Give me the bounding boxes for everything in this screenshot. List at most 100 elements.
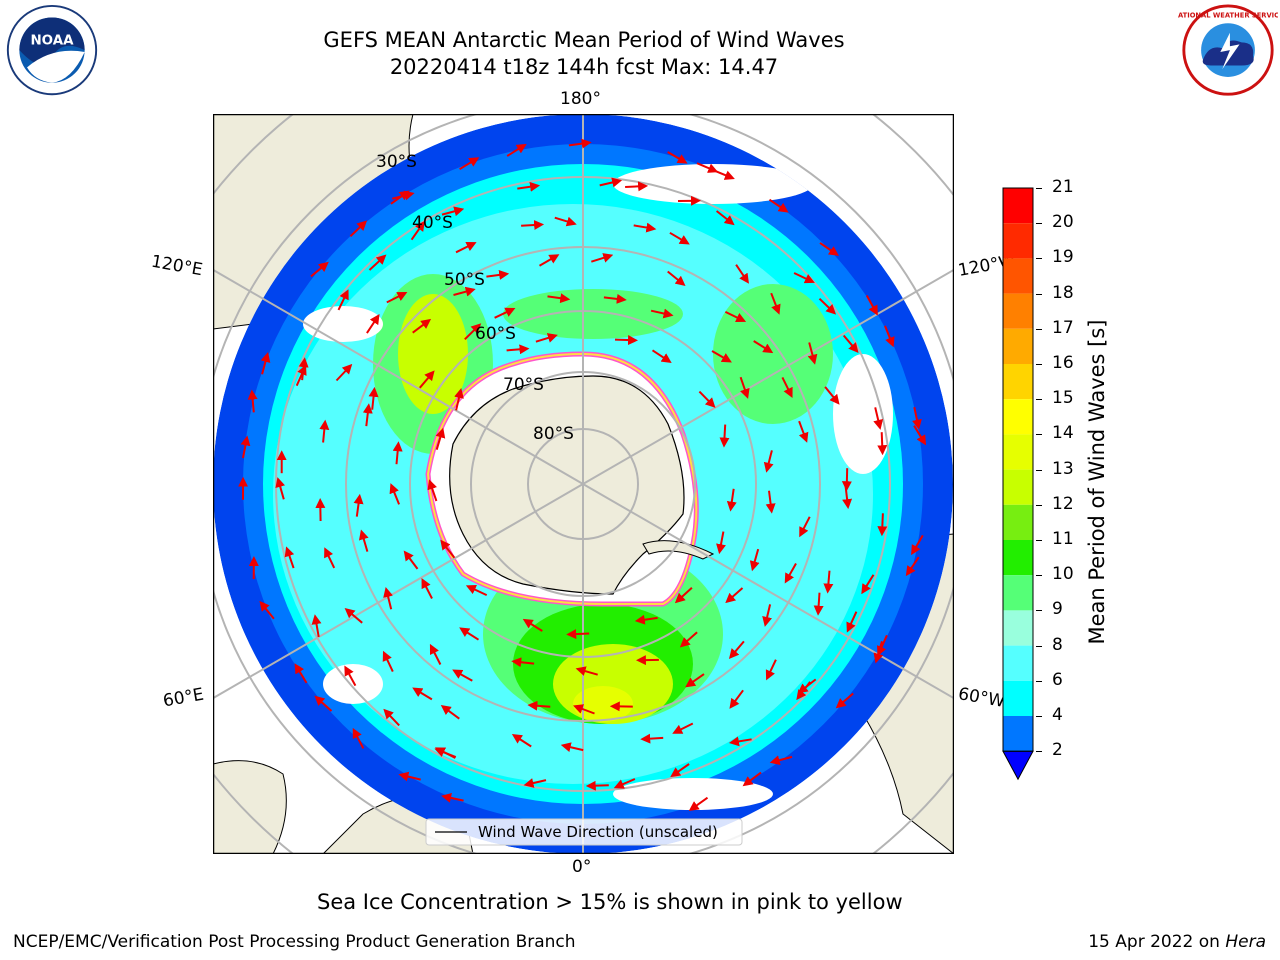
colorbar-tick-label: 12 <box>1052 493 1074 514</box>
wind-wave-arrow <box>770 292 781 315</box>
wind-wave-arrow <box>521 219 545 230</box>
wind-wave-arrow <box>842 334 859 353</box>
colorbar-segment <box>1003 469 1033 505</box>
wind-wave-arrow <box>572 704 595 715</box>
wind-wave-arrow <box>742 771 762 787</box>
wind-wave-arrow <box>625 181 649 192</box>
wind-wave-arrow <box>440 539 456 559</box>
colorbar-tick-mark <box>1036 751 1042 753</box>
wind-wave-arrow <box>670 763 690 778</box>
wind-wave-arrow <box>603 293 627 304</box>
wind-wave-arrow <box>729 689 744 709</box>
wind-wave-arrow <box>796 681 811 701</box>
wind-wave-arrow <box>651 349 672 363</box>
colorbar-segment <box>1003 645 1033 681</box>
footer-date-text: 15 Apr 2022 on <box>1088 932 1226 952</box>
wind-wave-arrow <box>522 618 543 632</box>
footer-machine: Hera <box>1225 932 1266 952</box>
wind-wave-arrow <box>506 143 527 157</box>
footer-credit: NCEP/EMC/Verification Post Processing Pr… <box>13 932 576 952</box>
wind-wave-arrow <box>440 705 460 720</box>
wind-wave-arrow <box>298 357 309 381</box>
wind-wave-arrow <box>711 350 732 363</box>
wind-wave-arrow <box>696 162 719 173</box>
colorbar-tick-label: 6 <box>1052 669 1063 690</box>
colorbar-tick-mark <box>1036 469 1042 471</box>
wind-wave-arrow <box>640 733 664 744</box>
wind-wave-arrow <box>728 736 752 747</box>
colorbar-tick-mark <box>1036 364 1042 365</box>
wind-wave-arrow <box>614 335 638 346</box>
wind-wave-arrow <box>726 488 737 512</box>
wind-wave-arrow <box>389 483 401 505</box>
wind-wave-arrow <box>429 643 442 665</box>
colorbar-tick-mark <box>1036 258 1042 260</box>
wind-wave-arrow <box>412 687 433 701</box>
colorbar-segment <box>1003 504 1033 540</box>
wind-wave-arrow <box>739 376 750 399</box>
lat-label-40s: 40°S <box>412 213 453 233</box>
wind-wave-arrow <box>765 659 777 681</box>
colorbar-tick-label: 11 <box>1052 529 1074 549</box>
wind-wave-arrow <box>486 269 510 280</box>
graticule <box>213 114 954 854</box>
wind-wave-arrow <box>352 727 365 749</box>
colorbar-tick-label: 17 <box>1052 317 1074 338</box>
wind-wave-arrow <box>392 441 403 465</box>
wind-wave-arrow <box>813 592 824 616</box>
wind-wave-arrow <box>784 563 797 584</box>
wind-wave-arrow <box>799 516 811 538</box>
wind-wave-arrow <box>535 333 558 343</box>
wind-wave-arrow <box>517 181 541 192</box>
wind-wave-arrow <box>873 407 884 430</box>
colorbar-segment <box>1003 610 1033 646</box>
noaa-logo: NOAA <box>6 4 98 96</box>
wind-wave-arrow <box>667 151 688 164</box>
colorbar-tick-mark <box>1036 223 1042 225</box>
colorbar-tick-label: 4 <box>1052 705 1063 725</box>
wind-wave-arrow <box>877 432 888 456</box>
colorbar-segment <box>1003 575 1033 611</box>
polar-map: Wind Wave Direction (unscaled) <box>213 114 954 854</box>
wind-wave-arrow <box>368 386 379 410</box>
wind-wave-arrow <box>753 340 774 354</box>
wind-wave-arrow <box>798 420 809 443</box>
lat-label-50s: 50°S <box>444 270 485 290</box>
wind-wave-arrow <box>650 308 674 319</box>
wind-wave-arrow <box>494 307 516 319</box>
wind-wave-arrow <box>427 479 438 502</box>
colorbar-tick-mark <box>1036 645 1042 647</box>
wind-wave-arrow <box>715 210 735 226</box>
wind-wave-arrow <box>674 586 693 604</box>
wind-wave-arrow <box>884 325 895 348</box>
wind-wave-arrow <box>314 695 333 712</box>
wind-wave-arrow <box>392 190 415 201</box>
colorbar-segment <box>1003 328 1033 364</box>
wind-wave-arrow <box>672 722 694 734</box>
wind-wave-arrow <box>311 614 322 638</box>
lat-label-30s: 30°S <box>376 152 417 172</box>
wind-wave-arrow <box>679 631 698 648</box>
wind-wave-arrow <box>719 424 730 448</box>
wind-wave-arrow <box>823 570 834 594</box>
wind-wave-arrow <box>913 425 927 446</box>
wind-wave-arrow <box>455 242 477 254</box>
wind-wave-arrow <box>835 692 854 709</box>
wind-wave-arrow <box>575 666 598 676</box>
wind-wave-arrow <box>877 513 888 537</box>
legend-label: Wind Wave Direction (unscaled) <box>478 823 718 841</box>
wind-wave-arrow <box>762 604 772 627</box>
nws-logo: NATIONAL WEATHER SERVICE <box>1178 4 1278 96</box>
colorbar-tick-label: 16 <box>1052 353 1074 373</box>
colorbar-segment <box>1003 258 1033 294</box>
wind-wave-arrow <box>386 292 408 304</box>
lat-label-60s: 60°S <box>475 324 516 344</box>
lat-label-80s: 80°S <box>533 424 574 444</box>
wind-wave-arrow <box>547 293 571 304</box>
wind-wave-arrow <box>669 231 690 245</box>
wind-wave-arrow <box>398 771 421 782</box>
wind-wave-arrow <box>368 254 387 271</box>
colorbar-segment <box>1003 716 1033 752</box>
colorbar-tick-mark <box>1036 540 1042 541</box>
wind-wave-arrow <box>344 607 363 624</box>
